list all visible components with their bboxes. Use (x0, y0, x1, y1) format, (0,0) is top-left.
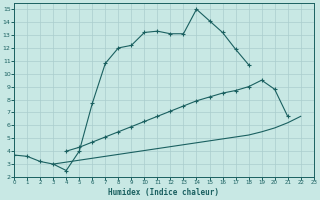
X-axis label: Humidex (Indice chaleur): Humidex (Indice chaleur) (108, 188, 220, 197)
